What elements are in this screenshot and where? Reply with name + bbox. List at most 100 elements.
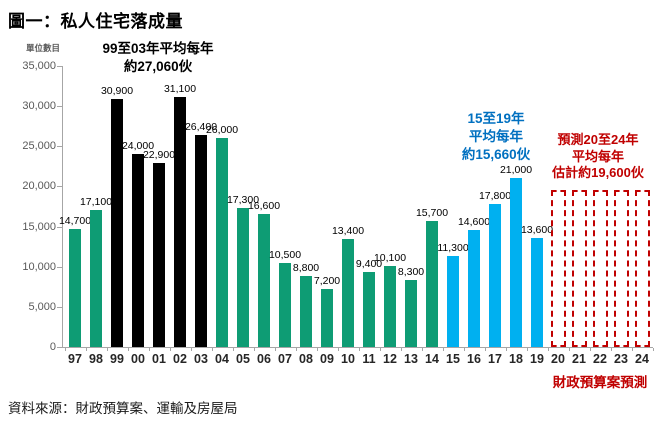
bar-value-label-14: 15,700 <box>415 206 449 219</box>
bar-forecast-23 <box>613 189 629 347</box>
annotation-line: 約27,060伙 <box>123 59 193 74</box>
x-axis-label-02: 02 <box>173 352 187 366</box>
bar-value-label-16: 14,600 <box>457 215 491 228</box>
x-axis-label-21: 21 <box>572 352 586 366</box>
x-axis-tick <box>211 348 213 351</box>
y-axis-tick-label: 30,000 <box>22 100 56 113</box>
bar-00 <box>132 154 144 347</box>
bar-01 <box>153 163 165 347</box>
x-axis-tick <box>253 348 255 351</box>
x-axis-label-11: 11 <box>362 352 376 366</box>
x-axis-tick <box>484 348 486 351</box>
x-axis-label-16: 16 <box>467 352 481 366</box>
x-axis-tick <box>442 348 444 351</box>
x-axis-label-97: 97 <box>68 352 82 366</box>
bar-19 <box>531 237 543 347</box>
x-axis-tick <box>568 348 570 351</box>
y-axis-tick-label: 15,000 <box>22 220 56 233</box>
x-axis-label-00: 00 <box>131 352 145 366</box>
bar-forecast-20 <box>550 189 566 347</box>
x-axis-tick <box>232 348 234 351</box>
bar-value-label-12: 10,100 <box>373 251 407 264</box>
bar-value-label-04: 26,000 <box>205 124 239 137</box>
bar-07 <box>279 262 291 347</box>
annotation-avg-99-03: 99至03年平均每年 約27,060伙 <box>93 40 223 76</box>
x-axis-label-19: 19 <box>530 352 544 366</box>
bar-16 <box>468 229 480 347</box>
x-axis-label-99: 99 <box>110 352 124 366</box>
bar-11 <box>363 271 375 347</box>
page-title: 圖一：私人住宅落成量 <box>8 12 183 31</box>
y-axis-tick <box>57 226 62 228</box>
bar-04 <box>216 138 228 347</box>
x-axis-label-07: 07 <box>278 352 292 366</box>
x-axis-label-20: 20 <box>551 352 565 366</box>
y-axis-tick <box>57 146 62 148</box>
bar-06 <box>258 213 270 347</box>
y-axis-tick-label: 0 <box>49 341 56 353</box>
bar-value-label-15: 11,300 <box>437 242 469 255</box>
source-note: 資料來源：財政預算案、運輸及房屋局 <box>8 401 238 416</box>
x-axis-label-14: 14 <box>425 352 439 366</box>
y-axis-tick <box>57 347 62 348</box>
x-axis-label-05: 05 <box>236 352 250 366</box>
bar-value-label-19: 13,600 <box>520 223 554 236</box>
x-axis-tick <box>589 348 591 351</box>
x-axis-tick <box>64 348 66 351</box>
x-axis-tick <box>526 348 528 351</box>
y-axis-tick <box>57 266 62 268</box>
x-axis-tick <box>631 348 633 351</box>
x-axis-label-17: 17 <box>488 352 502 366</box>
x-axis-tick <box>85 348 87 351</box>
annotation-forecast-20-24: 預測20至24年 平均每年 估計約19,600伙 <box>533 132 663 182</box>
bar-value-label-18: 21,000 <box>499 164 533 177</box>
x-axis-tick <box>421 348 423 351</box>
bar-value-label-07: 10,500 <box>268 248 302 261</box>
bar-13 <box>405 280 417 347</box>
bar-forecast-24 <box>634 189 650 347</box>
bar-value-label-98: 17,100 <box>79 195 113 208</box>
x-axis-tick <box>295 348 297 351</box>
x-axis-label-18: 18 <box>509 352 523 366</box>
bar-value-label-09: 7,200 <box>313 275 341 288</box>
bar-value-label-01: 22,900 <box>142 149 176 162</box>
bar-forecast-22 <box>592 189 608 347</box>
bar-14 <box>426 220 438 347</box>
y-axis-tick-label: 5,000 <box>28 300 56 313</box>
bar-value-label-02: 31,100 <box>163 83 197 96</box>
x-axis-label-13: 13 <box>404 352 418 366</box>
y-axis-tick-label: 25,000 <box>22 140 56 153</box>
bar-99 <box>111 98 123 347</box>
bar-97 <box>69 228 81 347</box>
x-axis-label-12: 12 <box>383 352 397 366</box>
bar-05 <box>237 208 249 347</box>
x-axis-label-06: 06 <box>257 352 271 366</box>
x-axis-tick <box>316 348 318 351</box>
x-axis-tick <box>127 348 129 351</box>
x-axis-line <box>62 347 653 348</box>
annotation-line: 約15,660伙 <box>461 147 531 162</box>
x-axis-tick <box>274 348 276 351</box>
bar-value-label-00: 24,000 <box>121 140 155 153</box>
x-axis-label-22: 22 <box>593 352 607 366</box>
annotation-line: 15至19年 <box>467 111 525 126</box>
y-axis-tick-label: 10,000 <box>22 260 56 273</box>
x-axis-tick <box>463 348 465 351</box>
x-axis-label-01: 01 <box>152 352 166 366</box>
annotation-line: 平均每年 <box>571 148 624 164</box>
x-axis-tick <box>400 348 402 351</box>
bar-02 <box>174 97 186 347</box>
x-axis-tick <box>379 348 381 351</box>
bar-12 <box>384 265 396 347</box>
bar-03 <box>195 135 207 347</box>
bar-17 <box>489 204 501 347</box>
bar-18 <box>510 178 522 347</box>
x-axis-label-24: 24 <box>635 352 649 366</box>
bar-value-label-03: 26,400 <box>184 121 218 134</box>
x-axis-tick <box>106 348 108 351</box>
x-axis-tick <box>169 348 171 351</box>
y-axis-line <box>62 66 63 347</box>
x-axis-label-23: 23 <box>614 352 628 366</box>
x-axis-tick <box>610 348 612 351</box>
